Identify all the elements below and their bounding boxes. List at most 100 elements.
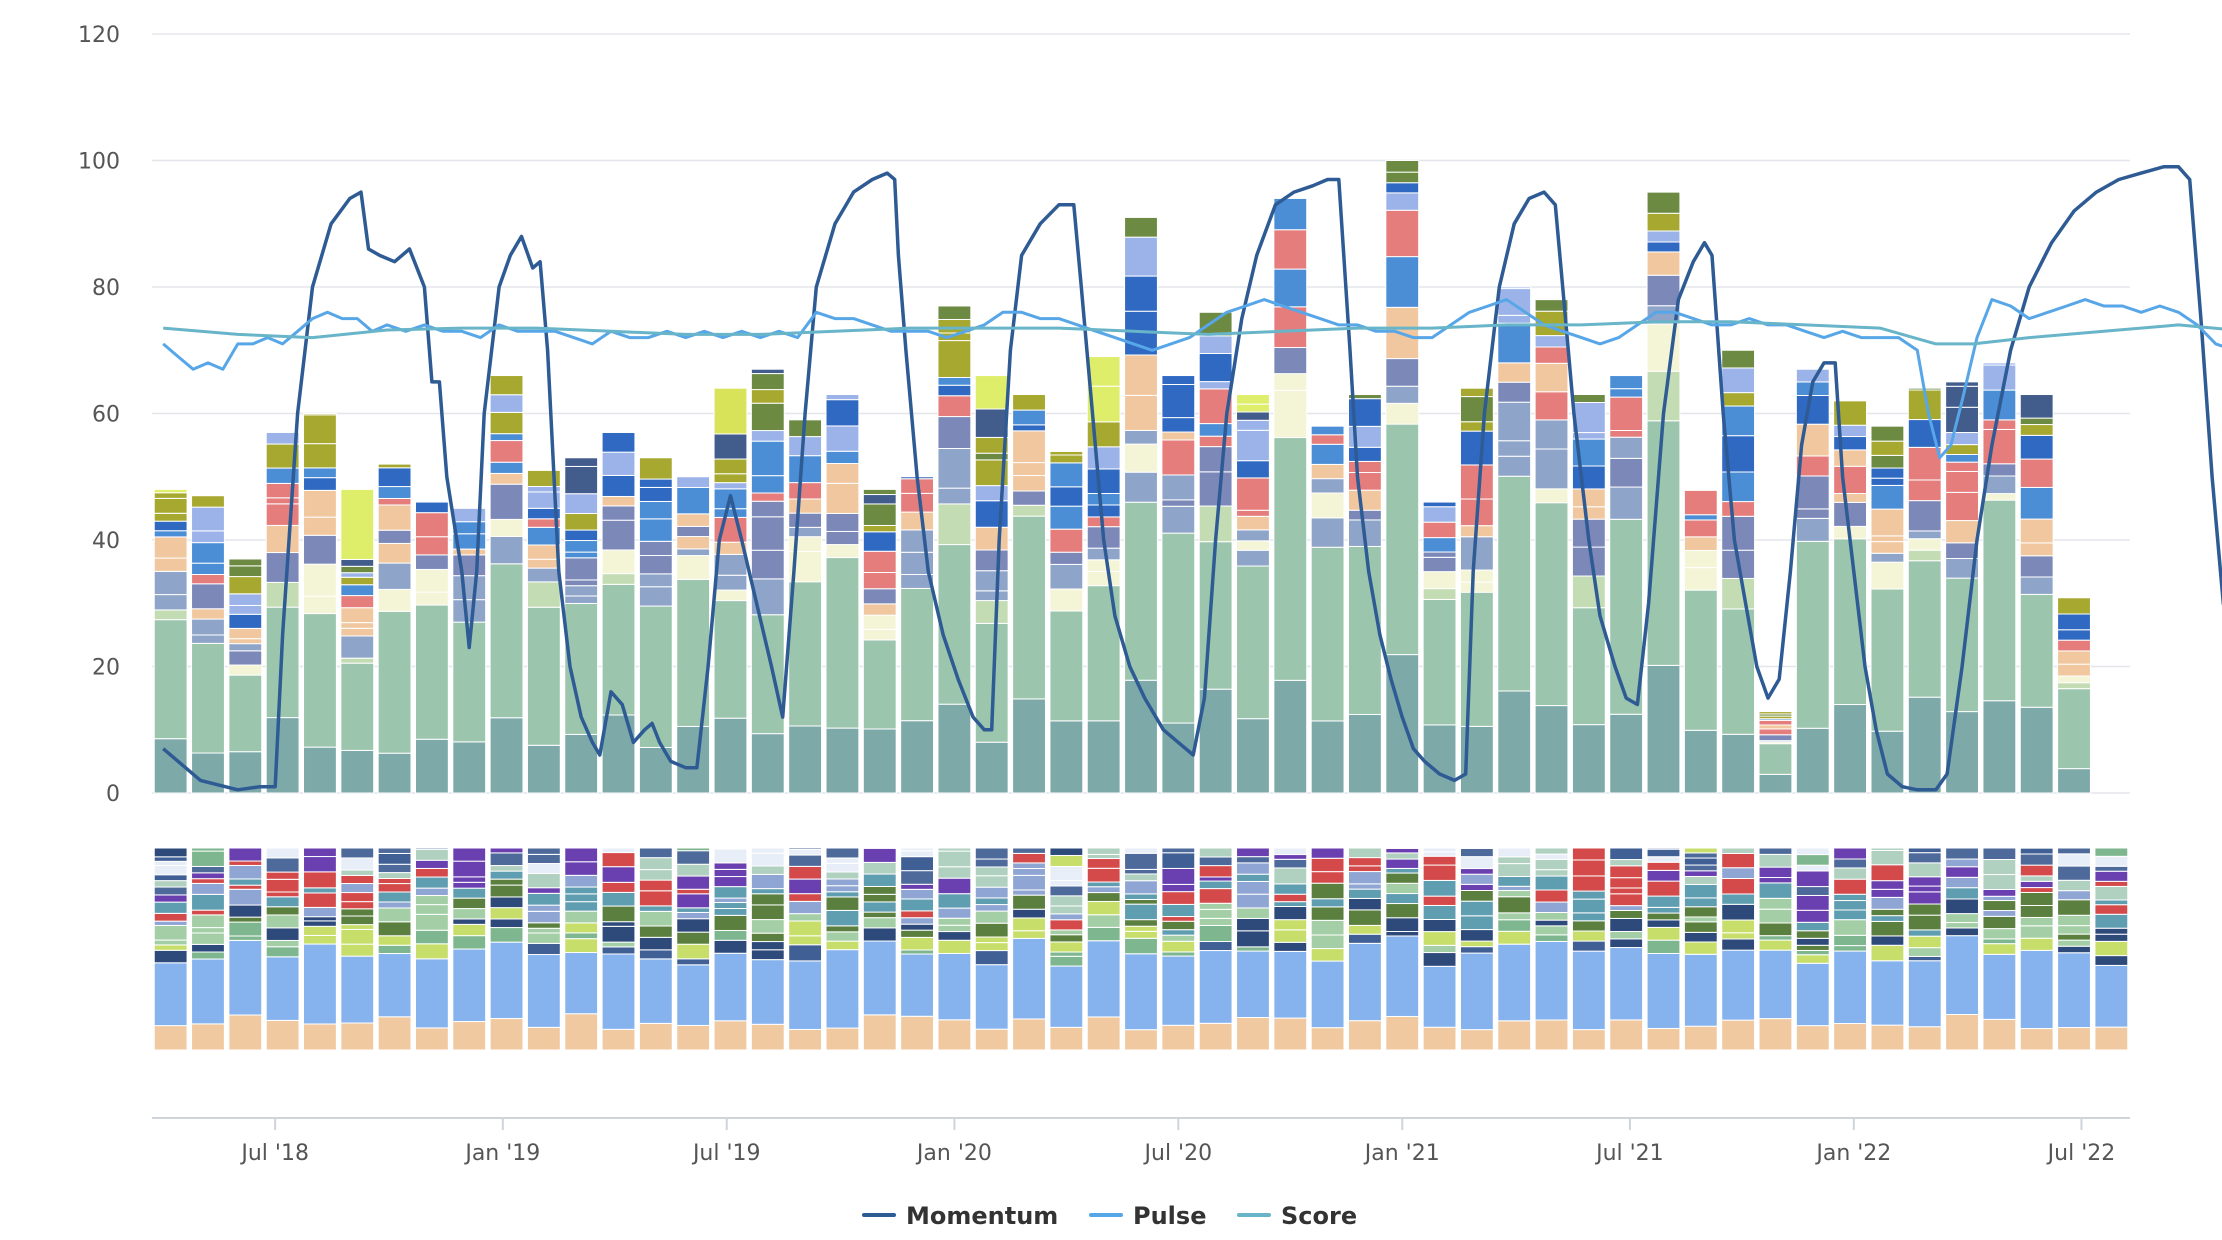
bar-segment [862, 603, 897, 616]
bar-segment [1385, 402, 1420, 425]
legend-item-pulse[interactable]: Pulse [1089, 1202, 1206, 1230]
bar-segment [1012, 937, 1046, 1020]
bar-segment [2057, 945, 2091, 954]
bar-segment [1795, 937, 1830, 946]
bar-segment [1646, 906, 1681, 914]
bar-segment [228, 638, 263, 645]
legend-item-score[interactable]: Score [1237, 1202, 1357, 1230]
proportion-bar [265, 847, 300, 1051]
bar-segment [1422, 851, 1457, 857]
bar-segment [2057, 847, 2091, 855]
bar-segment [265, 717, 300, 794]
proportion-bar [1683, 847, 1718, 1051]
bar-segment [228, 916, 263, 923]
bar-segment [1422, 556, 1457, 573]
bar-segment [1795, 870, 1830, 888]
x-tick-label: Jul '20 [1143, 1141, 1213, 1166]
bar-segment [153, 520, 188, 532]
bar-segment [1833, 950, 1868, 1025]
bar-segment [377, 863, 412, 874]
bar-segment [825, 394, 860, 401]
legend[interactable]: Momentum Pulse Score [862, 1202, 1357, 1230]
stacked-bar [1795, 368, 1830, 794]
bar-segment [638, 478, 673, 488]
bar-segment [1870, 944, 1905, 962]
bar-segment [974, 570, 1009, 592]
bar-segment [1459, 952, 1494, 1031]
bar-segment [377, 883, 412, 893]
bar-segment [377, 891, 412, 903]
bar-segment [750, 614, 785, 735]
bar-segment [1497, 943, 1532, 1022]
bar-segment [1012, 908, 1046, 919]
bar-segment [153, 860, 188, 866]
bar-segment [489, 563, 524, 719]
bar-segment [1348, 933, 1382, 944]
bar-segment [564, 512, 599, 531]
bar-segment [601, 891, 636, 907]
bar-segment [900, 870, 934, 885]
bar-segment [676, 888, 711, 895]
bar-segment [1833, 449, 1868, 467]
bar-segment [489, 852, 524, 867]
bar-segment [228, 921, 263, 937]
bar-segment [900, 856, 934, 872]
bar-segment [153, 609, 188, 621]
bar-segment [303, 916, 337, 922]
bar-segment [1683, 514, 1718, 521]
bar-segment [1683, 857, 1718, 866]
bar-segment [1310, 720, 1345, 794]
bar-segment [2094, 855, 2129, 867]
bar-segment [377, 935, 412, 946]
bar-segment [713, 862, 748, 870]
bar-segment [676, 907, 711, 913]
bar-segment [228, 888, 263, 906]
bar-segment [1273, 901, 1308, 908]
bar-segment [340, 943, 375, 957]
bar-segment [526, 581, 561, 608]
bar-segment [377, 901, 412, 909]
bar-segment [452, 948, 487, 1023]
bar-segment [638, 869, 673, 881]
bar-segment [1310, 425, 1345, 436]
bar-segment [340, 874, 375, 885]
bar-segment [2019, 880, 2054, 889]
bar-segment [713, 939, 748, 954]
bar-segment [1721, 349, 1756, 369]
bar-segment [526, 887, 561, 894]
bar-segment [2057, 688, 2091, 770]
proportion-bar [601, 847, 636, 1051]
bar-segment [1161, 951, 1196, 957]
bar-segment [1982, 847, 2017, 861]
bar-segment [1721, 903, 1756, 921]
bar-segment [2057, 596, 2091, 599]
legend-item-momentum[interactable]: Momentum [862, 1202, 1058, 1230]
bar-segment [2057, 899, 2091, 916]
bar-segment [303, 856, 337, 873]
bar-segment [1982, 700, 2017, 794]
stacked-bar [489, 375, 524, 794]
proportion-bar [713, 847, 748, 1051]
bar-segment [937, 305, 972, 320]
bar-segment [1646, 869, 1681, 882]
bar-segment [2057, 853, 2091, 867]
bar-segment [1497, 1020, 1532, 1051]
bar-segment [564, 886, 599, 895]
bar-segment [489, 865, 524, 872]
bar-segment [1907, 549, 1942, 562]
bar-segment [937, 703, 972, 794]
bar-segment [1459, 591, 1494, 727]
bar-segment [1198, 381, 1233, 390]
bar-segment [1124, 236, 1158, 277]
bar-segment [1385, 209, 1420, 258]
bar-segment [1273, 950, 1308, 1019]
bar-segment [1497, 322, 1532, 364]
bar-segment [676, 964, 711, 1026]
bar-segment [377, 529, 412, 544]
bar-segment [1609, 893, 1644, 907]
bar-segment [1721, 949, 1756, 1021]
bar-segment [340, 955, 375, 1024]
bar-segment [1310, 1027, 1345, 1051]
bar-segment [788, 913, 823, 922]
bar-segment [340, 627, 375, 637]
